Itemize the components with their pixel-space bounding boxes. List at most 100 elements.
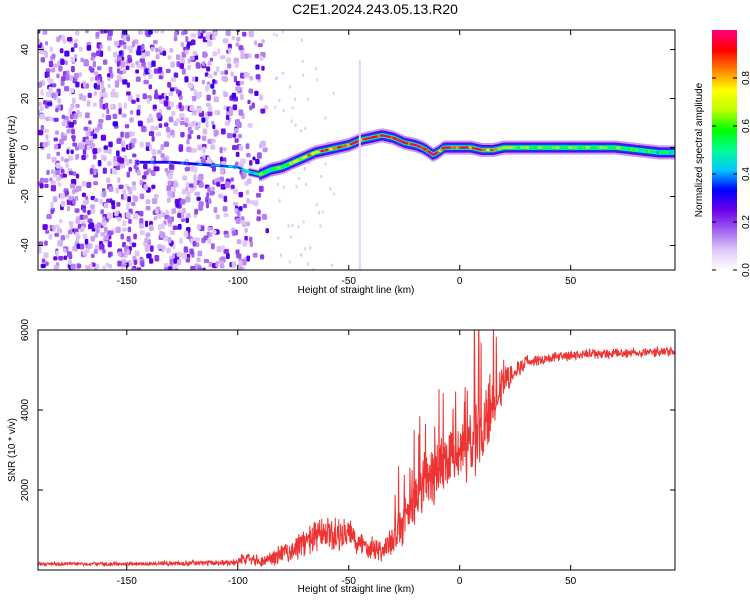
snr-content xyxy=(38,330,675,568)
spectrogram-noise-cell xyxy=(136,109,141,116)
spectrogram-ridge-cell xyxy=(500,146,504,150)
spectrogram-ridge-cell xyxy=(633,148,637,151)
spectrogram-ridge-cell xyxy=(505,146,509,149)
spectrogram-noise-cell xyxy=(116,216,122,222)
spectrogram-noise-cell xyxy=(207,186,211,192)
spectrogram-noise-cell xyxy=(64,60,68,65)
spectrogram-noise-cell xyxy=(94,233,99,238)
spectrogram-noise-cell xyxy=(97,159,102,167)
spectrogram-ridge-cell xyxy=(514,146,518,149)
spectrogram-noise-cell xyxy=(301,59,304,63)
spectrogram-noise-cell xyxy=(300,38,303,42)
spectrogram-noise-cell xyxy=(319,224,322,228)
spectrogram-noise-cell xyxy=(108,198,113,204)
spectrogram-ridge-cell xyxy=(307,154,310,157)
spectrogram-noise-cell xyxy=(237,133,243,139)
spectrogram-noise-cell xyxy=(120,140,126,148)
spectrogram-noise-cell xyxy=(137,45,142,51)
spectrogram-noise-cell xyxy=(116,60,121,67)
spectrogram-noise-cell xyxy=(94,127,100,132)
spectrogram-noise-cell xyxy=(72,199,76,205)
spectrogram-noise-cell xyxy=(100,232,106,237)
spectrogram-noise-cell xyxy=(171,208,177,214)
spectrogram-noise-cell xyxy=(87,218,93,224)
spectrogram-noise-cell xyxy=(160,153,165,159)
spectrogram-noise-cell xyxy=(175,54,181,60)
spectrogram-noise-cell xyxy=(83,126,89,131)
spectrogram-noise-cell xyxy=(102,92,108,98)
spectrogram-noise-cell xyxy=(141,175,147,180)
spectrogram-noise-cell xyxy=(52,225,56,232)
spectrogram-noise-cell xyxy=(90,131,94,137)
spectrogram-ridge-cell xyxy=(251,172,255,174)
spectrogram-noise-cell xyxy=(59,138,64,145)
spectrogram-noise-cell xyxy=(193,174,197,181)
spectrogram-noise-cell xyxy=(158,66,163,73)
spectrogram-noise-cell xyxy=(144,244,150,251)
spectrogram-ridge-cell xyxy=(214,164,218,167)
spectrogram-noise-cell xyxy=(117,177,121,183)
spectrogram-noise-cell xyxy=(213,96,219,103)
spectrogram-noise-cell xyxy=(63,255,68,261)
spectrogram-noise-cell xyxy=(139,179,143,186)
spectrogram-noise-cell xyxy=(55,162,61,169)
spectrogram-noise-cell xyxy=(135,76,141,82)
spectrogram-noise-cell xyxy=(40,263,46,269)
spectrogram-ridge-cell xyxy=(330,147,333,151)
spectrogram-ridge-cell xyxy=(642,149,646,152)
spectrogram-noise-cell xyxy=(71,128,75,135)
spectrogram-noise-cell xyxy=(299,129,302,133)
spectrogram-noise-cell xyxy=(242,171,247,178)
spectrogram-ridge-cell xyxy=(386,135,390,138)
spectrogram-ridge-cell xyxy=(230,166,234,168)
spectrogram-ridge-cell xyxy=(433,153,436,156)
spectrogram-ridge-cell xyxy=(154,161,158,163)
spectrogram-noise-cell xyxy=(256,209,261,215)
spectrogram-noise-cell xyxy=(97,147,102,153)
spectrogram-ridge-cell xyxy=(326,148,330,151)
spectrogram-noise-cell xyxy=(175,118,181,124)
spectrogram-ridge-cell xyxy=(267,169,271,172)
spectrogram-ridge-cell xyxy=(145,161,149,163)
spectrogram-noise-cell xyxy=(151,135,155,142)
spectrogram-noise-cell xyxy=(196,135,201,140)
spectrogram-noise-cell xyxy=(57,182,62,187)
spectrogram-noise-cell xyxy=(166,197,171,203)
spectrogram-noise-cell xyxy=(121,263,127,268)
spectrogram-ridge-cell xyxy=(189,163,193,165)
spectrogram-noise-cell xyxy=(194,191,201,196)
x-tick-label: 50 xyxy=(565,276,577,287)
spectrogram-y-label: Frequency (Hz) xyxy=(7,116,18,185)
spectrogram-ridge-cell xyxy=(592,146,596,149)
spectrogram-noise-cell xyxy=(92,209,96,214)
spectrogram-noise-cell xyxy=(45,261,49,266)
spectrogram-noise-cell xyxy=(115,165,121,170)
spectrogram-noise-cell xyxy=(152,39,158,45)
spectrogram-noise-cell xyxy=(57,240,63,247)
spectrogram-noise-cell xyxy=(76,243,81,249)
spectrogram-ridge-cell xyxy=(363,137,367,141)
spectrogram-noise-cell xyxy=(167,217,173,224)
spectrogram-ridge-cell xyxy=(449,146,452,149)
spectrogram-noise-cell xyxy=(92,102,97,107)
spectrogram-noise-cell xyxy=(246,255,251,262)
spectrogram-noise-cell xyxy=(257,43,263,48)
spectrogram-noise-cell xyxy=(278,199,281,203)
spectrogram-noise-cell xyxy=(132,213,139,220)
spectrogram-ridge-cell xyxy=(353,141,357,144)
spectrogram-noise-cell xyxy=(177,223,182,230)
spectrogram-ridge-cell xyxy=(511,146,515,149)
spectrogram-noise-cell xyxy=(187,65,192,71)
spectrogram-noise-cell xyxy=(111,204,116,210)
spectrogram-noise-cell xyxy=(68,195,74,201)
spectrogram-noise-cell xyxy=(196,196,201,201)
spectrogram-noise-cell xyxy=(225,114,230,120)
spectrogram-noise-cell xyxy=(77,263,82,269)
spectrogram-ridge-cell xyxy=(491,148,495,152)
spectrogram-noise-cell xyxy=(217,48,221,55)
spectrogram-ridge-cell xyxy=(528,146,532,149)
snr-x-ticks: -150 -100 -50 0 50 xyxy=(117,330,577,587)
spectrogram-noise-cell xyxy=(190,33,196,38)
spectrogram-noise-cell xyxy=(281,30,284,34)
spectrogram-ridge-cell xyxy=(202,163,206,166)
